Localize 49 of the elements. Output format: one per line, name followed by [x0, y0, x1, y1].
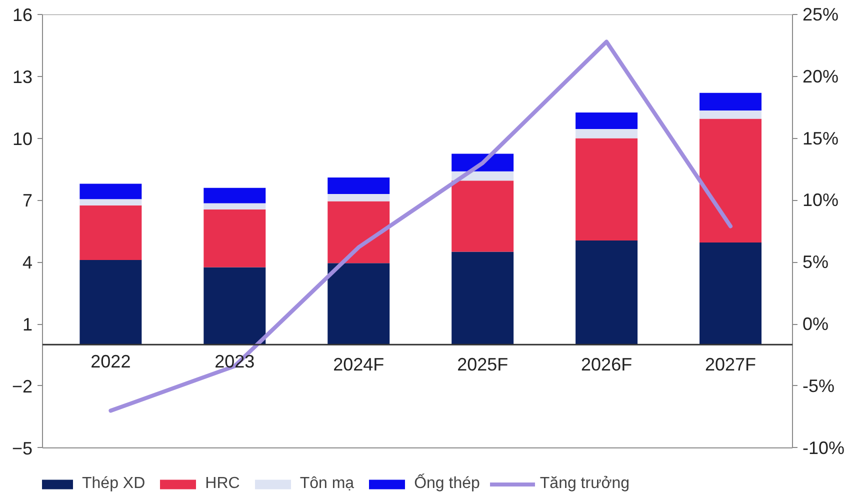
bar: [700, 118, 762, 243]
y-tick-label: 10: [12, 128, 33, 149]
y2-tick-label: 20%: [802, 66, 839, 86]
bar: [576, 129, 638, 138]
bar: [700, 110, 762, 119]
x-tick-label: 2022: [90, 352, 131, 372]
x-tick-label: 2023: [214, 352, 255, 372]
bar: [328, 201, 390, 264]
bar: [700, 242, 762, 345]
y-tick-label: −2: [12, 376, 33, 396]
x-tick-label: 2024F: [333, 354, 384, 375]
y2-tick-label: -5%: [802, 376, 835, 396]
bar: [700, 92, 762, 110]
bar: [80, 184, 142, 200]
y-tick-label: 13: [12, 66, 33, 87]
y2-tick-label: 0%: [802, 314, 829, 334]
y2-tick-label: -10%: [802, 438, 845, 458]
y-tick-label: 7: [22, 190, 33, 211]
x-tick-label: 2026F: [581, 354, 632, 375]
y2-tick-label: 15%: [802, 128, 839, 148]
bar: [204, 210, 266, 268]
bar: [204, 188, 266, 204]
legend-label: Tăng trưởng: [540, 475, 630, 493]
y2-tick-label: 10%: [802, 190, 839, 210]
x-tick-label: 2027F: [704, 354, 756, 375]
bar: [576, 138, 638, 240]
y2-tick-label: 25%: [802, 4, 839, 24]
bar: [452, 252, 514, 345]
bar: [328, 178, 390, 194]
legend-label: Ống thép: [414, 475, 480, 493]
bar: [80, 260, 142, 345]
y2-tick-label: 5%: [802, 252, 829, 272]
bar: [204, 203, 266, 210]
bar: [576, 112, 638, 130]
y-tick-label: 1: [22, 314, 33, 335]
bar: [452, 180, 514, 252]
y-tick-label: 16: [12, 5, 33, 25]
bar: [80, 199, 142, 206]
bar: [328, 263, 390, 345]
bar: [204, 267, 266, 345]
x-tick-label: 2025F: [457, 354, 508, 375]
bar: [576, 240, 638, 345]
y-tick-label: −5: [12, 438, 33, 458]
bar: [328, 194, 390, 202]
legend-label: HRC: [205, 475, 240, 493]
legend-label: Tôn mạ: [300, 475, 354, 493]
y-tick-label: 4: [22, 252, 33, 273]
bar: [80, 205, 142, 260]
legend-label: Thép XD: [82, 475, 146, 493]
